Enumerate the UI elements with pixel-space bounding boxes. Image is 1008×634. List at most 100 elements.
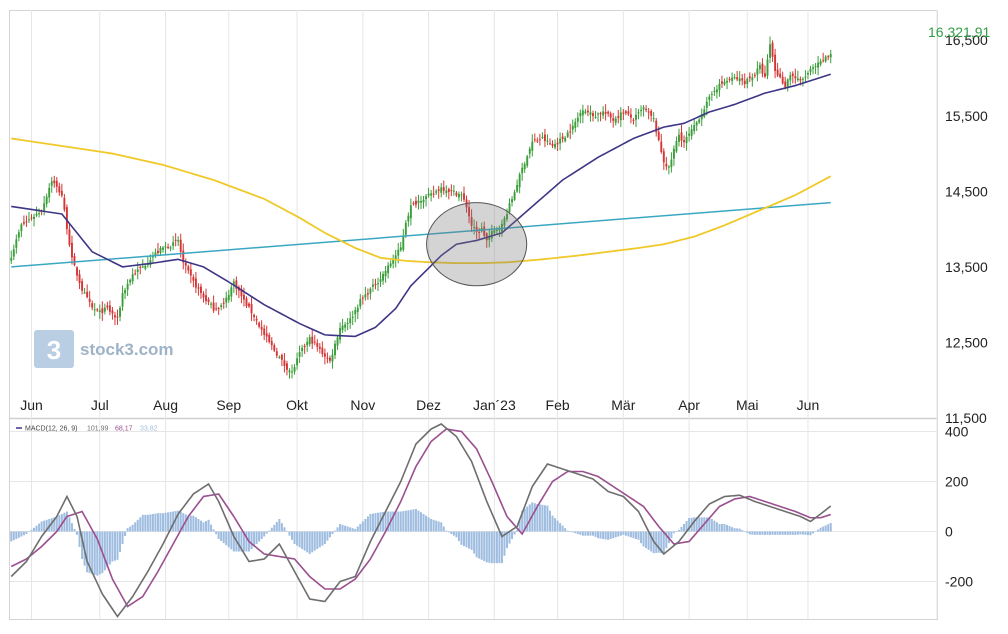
candle-body (283, 360, 286, 366)
candle-body (748, 76, 751, 79)
candle (723, 78, 726, 86)
candle-body (33, 216, 35, 219)
candle-body (417, 200, 420, 203)
macd-hist-bar (111, 531, 114, 562)
candle-body (751, 77, 754, 81)
candle (270, 337, 273, 351)
candle-body (349, 318, 352, 324)
candle (521, 162, 524, 181)
candle (17, 229, 20, 242)
candle (511, 196, 514, 207)
macd-hist-bar (293, 531, 296, 544)
macd-hist-bar (280, 523, 283, 532)
macd-signal-line (10, 428, 831, 608)
macd-hist-bar (480, 531, 483, 560)
last-price-label: 16.321,91 (928, 24, 990, 40)
macd-tick-label: -200 (945, 574, 973, 590)
candle (442, 180, 445, 195)
candle (473, 219, 476, 235)
candle-body (38, 213, 41, 215)
candle (371, 278, 374, 292)
macd-hist-bar (822, 526, 825, 532)
candle-body (829, 54, 832, 58)
candle (215, 302, 218, 312)
candle-body (564, 137, 567, 142)
macd-hist-bar (230, 531, 233, 550)
candle-body (776, 69, 779, 76)
macd-hist-bar (705, 517, 708, 532)
candle-body (543, 134, 546, 142)
candle-body (55, 180, 58, 187)
candle-body (25, 221, 28, 223)
candle-body (614, 118, 617, 123)
candle (119, 305, 121, 322)
candle-body (804, 76, 807, 78)
macd-hist-bar (417, 510, 420, 532)
candle (210, 301, 213, 309)
candle-body (58, 186, 61, 193)
candle (392, 254, 395, 269)
candle (655, 118, 658, 137)
candle-body (764, 73, 766, 77)
candle (675, 136, 678, 153)
candle-body (736, 77, 739, 80)
macd-hist-bar (541, 504, 544, 532)
macd-hist-bar (543, 505, 546, 532)
candle-body (177, 240, 180, 242)
price-tick-label: 13,500 (945, 259, 988, 275)
candle-body (726, 80, 728, 83)
candle-body (589, 112, 592, 115)
candle (531, 134, 534, 157)
candle (265, 325, 268, 343)
candle-body (207, 299, 210, 302)
macd-hist-bar (437, 521, 440, 532)
candle (339, 322, 342, 344)
candle (791, 71, 794, 84)
candle-body (602, 111, 605, 116)
macd-hist-bar (447, 531, 450, 533)
macd-hist-bar (199, 520, 202, 532)
candle-body (769, 44, 771, 58)
candle (336, 336, 339, 350)
macd-line (10, 423, 832, 618)
candle-body (559, 138, 562, 144)
candle (460, 191, 463, 202)
candle-body (728, 78, 731, 80)
candle-body (758, 64, 761, 70)
macd-hist-bar (784, 531, 787, 535)
candle-body (715, 89, 718, 93)
macd-hist-bar (698, 517, 701, 532)
macd-hist-bar (814, 531, 817, 532)
macd-hist-bar (164, 512, 167, 532)
macd-hist-bar (827, 524, 830, 532)
macd-hist-bar (174, 511, 177, 532)
macd-hist-bar (503, 531, 506, 556)
macd-hist-bar (488, 531, 491, 563)
candle-body (771, 42, 774, 57)
macd-hist-bar (187, 515, 190, 532)
candle-body (672, 148, 675, 159)
candle (12, 244, 15, 260)
candle-body (746, 78, 749, 85)
candle-body (151, 255, 154, 258)
candle (200, 283, 202, 299)
candle (447, 187, 450, 200)
candle-body (215, 308, 218, 310)
candle-body (508, 203, 511, 213)
macd-hist-bar (392, 511, 395, 532)
macd-hist-bar (384, 511, 387, 532)
macd-hist-bar (723, 524, 726, 532)
macd-hist-bar (131, 524, 134, 532)
candle-body (232, 281, 235, 286)
candle (407, 212, 410, 227)
candle-body (531, 141, 534, 151)
macd-hist-bar (121, 531, 124, 544)
macd-hist-bar (427, 517, 430, 532)
candle-body (452, 190, 455, 192)
macd-hist-bar (207, 519, 210, 532)
candle-body (637, 112, 640, 114)
candle-body (521, 167, 524, 174)
candle (703, 105, 706, 119)
candle-body (622, 112, 625, 114)
candle-body (470, 217, 473, 226)
